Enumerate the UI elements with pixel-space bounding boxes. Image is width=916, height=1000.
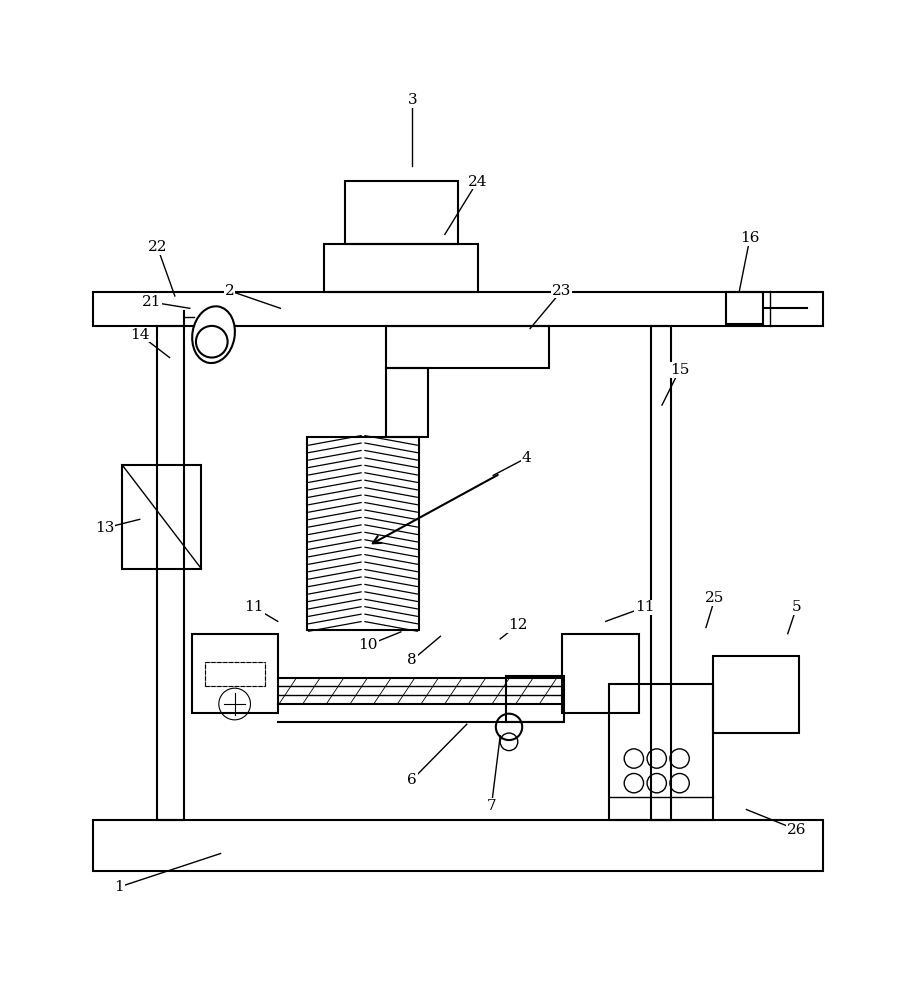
Text: 8: 8 xyxy=(408,653,417,667)
Text: 16: 16 xyxy=(740,231,759,245)
Bar xyxy=(192,634,278,713)
Bar xyxy=(386,368,428,437)
Bar xyxy=(386,326,549,368)
Text: 3: 3 xyxy=(408,93,417,107)
Text: 11: 11 xyxy=(635,600,654,614)
Bar xyxy=(93,820,823,871)
Text: 6: 6 xyxy=(408,773,417,787)
Text: 13: 13 xyxy=(95,521,114,535)
Bar xyxy=(345,181,458,244)
Text: 5: 5 xyxy=(791,600,802,614)
Text: 10: 10 xyxy=(358,638,378,652)
Bar xyxy=(562,634,639,713)
Text: 15: 15 xyxy=(670,363,689,377)
Text: 25: 25 xyxy=(705,591,725,605)
Bar xyxy=(651,326,671,820)
Bar xyxy=(158,326,183,820)
Bar xyxy=(609,684,713,820)
Bar xyxy=(713,656,799,733)
Text: 2: 2 xyxy=(224,284,234,298)
Text: 23: 23 xyxy=(552,284,572,298)
Text: 11: 11 xyxy=(245,600,264,614)
Ellipse shape xyxy=(192,306,234,363)
Text: 1: 1 xyxy=(114,880,125,894)
Text: 14: 14 xyxy=(130,328,149,342)
Text: 26: 26 xyxy=(787,823,806,837)
Text: 7: 7 xyxy=(486,799,496,813)
Text: 24: 24 xyxy=(467,175,487,189)
Text: 21: 21 xyxy=(142,295,162,309)
Text: 4: 4 xyxy=(522,451,531,465)
Bar xyxy=(205,662,265,686)
Text: 12: 12 xyxy=(508,618,528,632)
Bar xyxy=(324,244,478,292)
Text: 22: 22 xyxy=(147,240,167,254)
Bar xyxy=(122,465,202,569)
Bar xyxy=(307,437,420,630)
Bar xyxy=(726,292,763,324)
Bar xyxy=(507,676,563,722)
Bar xyxy=(93,292,823,326)
